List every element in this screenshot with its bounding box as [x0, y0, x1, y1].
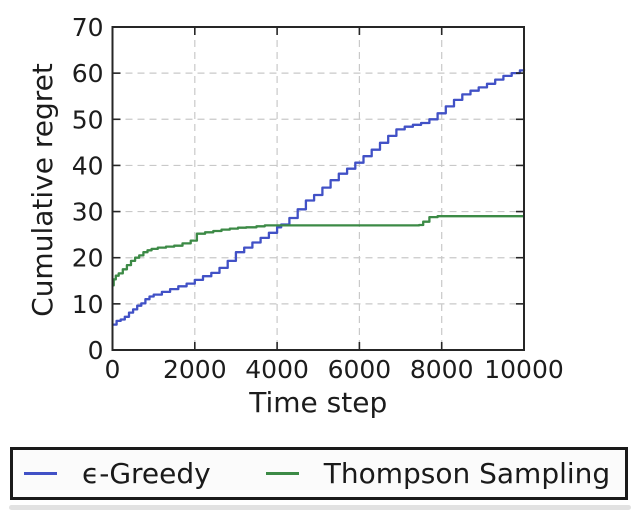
legend-box: ϵ-Greedy Thompson Sampling — [10, 447, 628, 500]
y-tick-label: 0 — [88, 336, 104, 365]
legend-item-thompson-sampling: Thompson Sampling — [265, 456, 611, 490]
y-tick-label: 10 — [72, 290, 104, 319]
x-tick-label: 0 — [105, 355, 121, 384]
x-tick-label: 8000 — [410, 355, 474, 384]
x-tick-label: 6000 — [328, 355, 392, 384]
e-greedy-label: ϵ-Greedy — [82, 456, 211, 490]
thompson-sampling-line-sample — [265, 472, 299, 475]
y-tick-label: 60 — [72, 59, 104, 88]
x-tick-label: 10000 — [484, 355, 564, 384]
thompson-sampling-label: Thompson Sampling — [323, 456, 611, 490]
x-tick-label: 4000 — [245, 355, 309, 384]
chart-area: 0 2000 4000 6000 8000 10000 0 10 20 30 40 50 60 70 Tim… — [26, 13, 564, 419]
legend-item-e-greedy: ϵ-Greedy — [24, 456, 211, 490]
series-line-thompson-sampling — [112, 215, 524, 287]
plot-svg: 0 2000 4000 6000 8000 10000 0 10 20 30 40 50 60 70 Tim… — [26, 13, 564, 419]
y-axis-label: Cumulative regret — [26, 63, 59, 317]
e-greedy-line-sample — [24, 472, 57, 475]
series-line--greedy — [112, 69, 526, 326]
x-axis-label: Time step — [248, 386, 387, 419]
y-tick-label: 20 — [72, 244, 104, 273]
x-tick-label: 2000 — [163, 355, 227, 384]
y-tick-label: 50 — [72, 105, 104, 134]
y-tick-label: 40 — [72, 151, 104, 180]
axes-box — [111, 26, 525, 351]
bottom-divider — [9, 505, 631, 510]
y-tick-label: 30 — [72, 198, 104, 227]
y-tick-label: 70 — [72, 13, 104, 42]
